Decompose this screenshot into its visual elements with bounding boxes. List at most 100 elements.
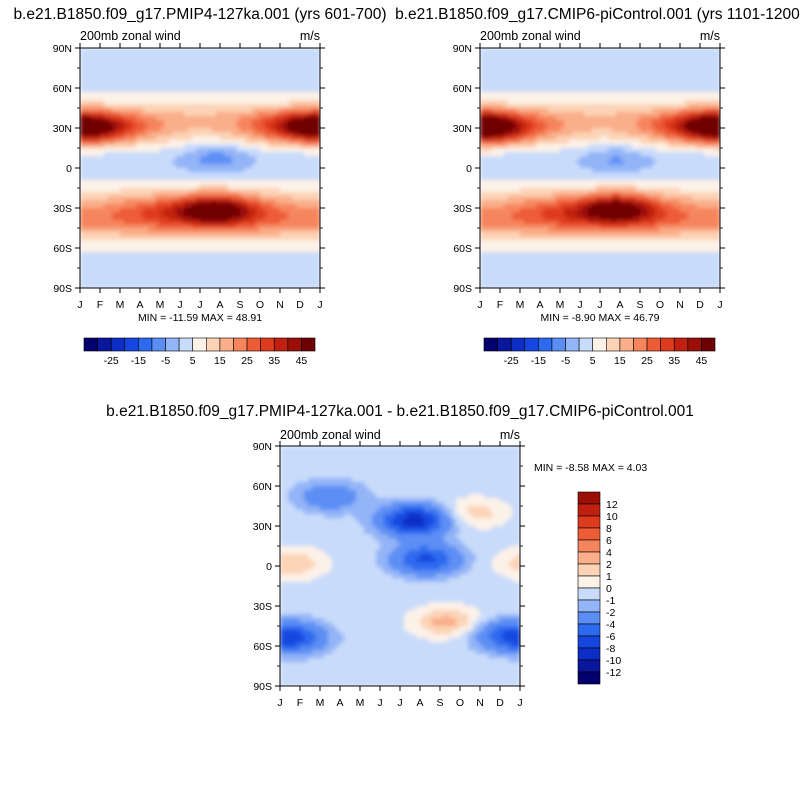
field-cell [300,180,305,185]
field-cell [128,264,133,269]
field-cell [180,252,185,257]
field-cell [168,232,173,237]
field-cell [516,100,521,105]
field-cell [192,172,197,177]
field-cell [260,100,265,105]
field-cell [312,96,317,101]
field-cell [208,156,213,161]
field-cell [528,60,533,65]
field-cell [80,280,85,285]
field-cell [588,48,593,53]
field-cell [160,284,165,288]
field-cell [312,56,317,61]
field-cell [708,112,713,117]
field-cell [240,56,245,61]
field-cell [280,120,285,125]
field-cell [636,92,641,97]
field-cell [296,112,301,117]
field-cell [316,84,320,89]
field-cell [704,96,709,101]
field-cell [184,132,189,137]
field-cell [296,224,301,229]
field-cell [284,72,289,77]
field-cell [188,208,193,213]
field-cell [612,84,617,89]
field-cell [312,200,317,205]
field-cell [228,100,233,105]
field-cell [232,248,237,253]
field-cell [588,52,593,57]
field-cell [624,72,629,77]
field-cell [264,160,269,165]
field-cell [288,200,293,205]
field-cell [672,104,677,109]
field-cell [700,100,705,105]
field-cell [104,92,109,97]
field-cell [200,156,205,161]
field-cell [284,56,289,61]
field-cell [272,56,277,61]
field-cell [512,68,517,73]
field-cell [192,168,197,173]
field-cell [228,56,233,61]
field-cell [524,124,529,129]
field-cell [688,60,693,65]
field-cell [600,108,605,113]
field-cell [228,212,233,217]
field-cell [608,60,613,65]
field-cell [188,280,193,285]
field-cell [596,108,601,113]
field-cell [140,92,145,97]
field-cell [316,280,320,285]
field-cell [100,264,105,269]
field-cell [264,232,269,237]
field-cell [296,72,301,77]
field-cell [680,88,685,93]
field-cell [616,116,621,121]
field-cell [608,116,613,121]
field-cell [84,276,89,281]
field-cell [688,64,693,69]
field-cell [172,204,177,209]
field-cell [208,188,213,193]
field-cell [284,204,289,209]
field-cell [236,120,241,125]
field-cell [132,196,137,201]
field-cell [508,96,513,101]
field-cell [216,256,221,261]
field-cell [244,204,249,209]
field-cell [308,84,313,89]
field-cell [292,160,297,165]
field-cell [248,244,253,249]
field-cell [608,104,613,109]
field-cell [184,68,189,73]
field-cell [716,56,720,61]
field-cell [516,132,521,137]
field-cell [696,100,701,105]
field-cell [252,236,257,241]
field-cell [604,108,609,113]
field-cell [180,56,185,61]
field-cell [164,180,169,185]
field-cell [100,284,105,288]
field-cell [232,268,237,273]
field-cell [288,216,293,221]
field-cell [160,244,165,249]
field-cell [136,204,141,209]
field-cell [592,76,597,81]
field-cell [276,164,281,169]
field-cell [248,52,253,57]
field-cell [620,60,625,65]
field-cell [272,112,277,117]
field-cell [688,116,693,121]
field-cell [296,108,301,113]
field-cell [252,216,257,221]
field-cell [552,76,557,81]
field-cell [152,252,157,257]
field-cell [664,124,669,129]
field-cell [268,140,273,145]
field-cell [680,108,685,113]
field-cell [88,252,93,257]
field-cell [172,276,177,281]
field-cell [252,108,257,113]
